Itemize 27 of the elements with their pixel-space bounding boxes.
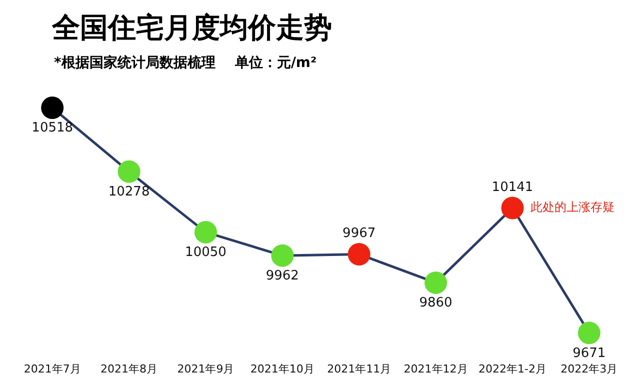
chart-title: 全国住宅月度均价走势	[50, 10, 333, 46]
x-tick-label: 2021年9月	[177, 362, 234, 376]
point	[271, 244, 294, 267]
point	[41, 96, 64, 120]
point	[424, 271, 448, 294]
point	[578, 322, 600, 344]
data-label: 9671	[572, 346, 606, 361]
x-tick-label: 2021年11月	[327, 362, 392, 376]
data-label: 10141	[492, 180, 534, 195]
data-label: 9967	[342, 226, 376, 242]
x-tick-label: 2021年10月	[250, 362, 314, 376]
point	[501, 196, 524, 220]
data-label: 9860	[419, 296, 452, 311]
data-label: 10278	[108, 184, 150, 200]
data-label: 9962	[266, 268, 299, 284]
x-tick-label: 2021年12月	[404, 362, 468, 376]
data-label: 10518	[32, 120, 74, 136]
x-tick-label: 2022年1-2月	[478, 362, 546, 376]
point	[194, 220, 217, 244]
x-tick-label: 2021年8月	[100, 362, 158, 376]
point	[118, 160, 140, 183]
data-label: 10050	[185, 245, 226, 260]
point	[348, 243, 370, 266]
annotation: 此处的上涨存疑	[530, 200, 614, 214]
x-tick-label: 2022年3月	[560, 362, 618, 376]
x-tick-label: 2021年7月	[24, 362, 81, 376]
chart-subtitle: *根据国家统计局数据梳理 单位：元/m²	[53, 54, 318, 72]
